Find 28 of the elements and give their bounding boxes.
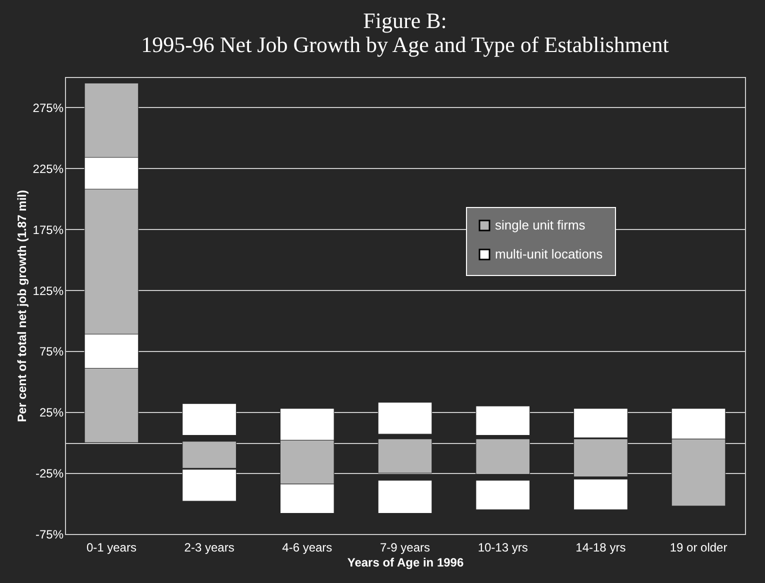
y-tick-label: 275% xyxy=(32,100,64,115)
y-tick-label: 75% xyxy=(39,344,64,359)
legend-label: multi-unit locations xyxy=(495,246,604,262)
y-tick-label: 225% xyxy=(32,162,64,176)
x-tick-label: 4-6 years xyxy=(282,540,332,554)
y-tick-label: -25% xyxy=(35,466,64,481)
bar xyxy=(574,478,628,510)
x-tick-label: 10-13 yrs xyxy=(478,540,528,554)
y-tick-label: -75% xyxy=(35,528,64,542)
bar xyxy=(182,403,236,436)
chart-title: Figure B: 1995-96 Net Job Growth by Age and Type of Establishment xyxy=(141,8,669,57)
bar xyxy=(476,406,530,436)
legend-label: single unit firms xyxy=(495,218,586,232)
x-axis-title: Years of Age in 1996 xyxy=(347,556,464,570)
x-tick-label: 7-9 years xyxy=(380,540,430,554)
bar xyxy=(476,480,530,510)
bar xyxy=(378,402,432,434)
bar xyxy=(378,438,432,474)
bar xyxy=(378,480,432,514)
x-tick-label: 14-18 yrs xyxy=(576,540,626,554)
y-tick-label: 175% xyxy=(32,222,64,237)
y-tick-label: 25% xyxy=(39,406,64,420)
y-axis-title: Per cent of total net job growth (1.87 mil) xyxy=(14,190,29,422)
x-tick-label: 0-1 years xyxy=(86,540,136,554)
x-tick-label: 2-3 years xyxy=(184,540,234,554)
bar xyxy=(476,438,530,475)
y-tick-label: 125% xyxy=(32,284,64,298)
x-tick-label: 19 or older xyxy=(670,540,728,554)
